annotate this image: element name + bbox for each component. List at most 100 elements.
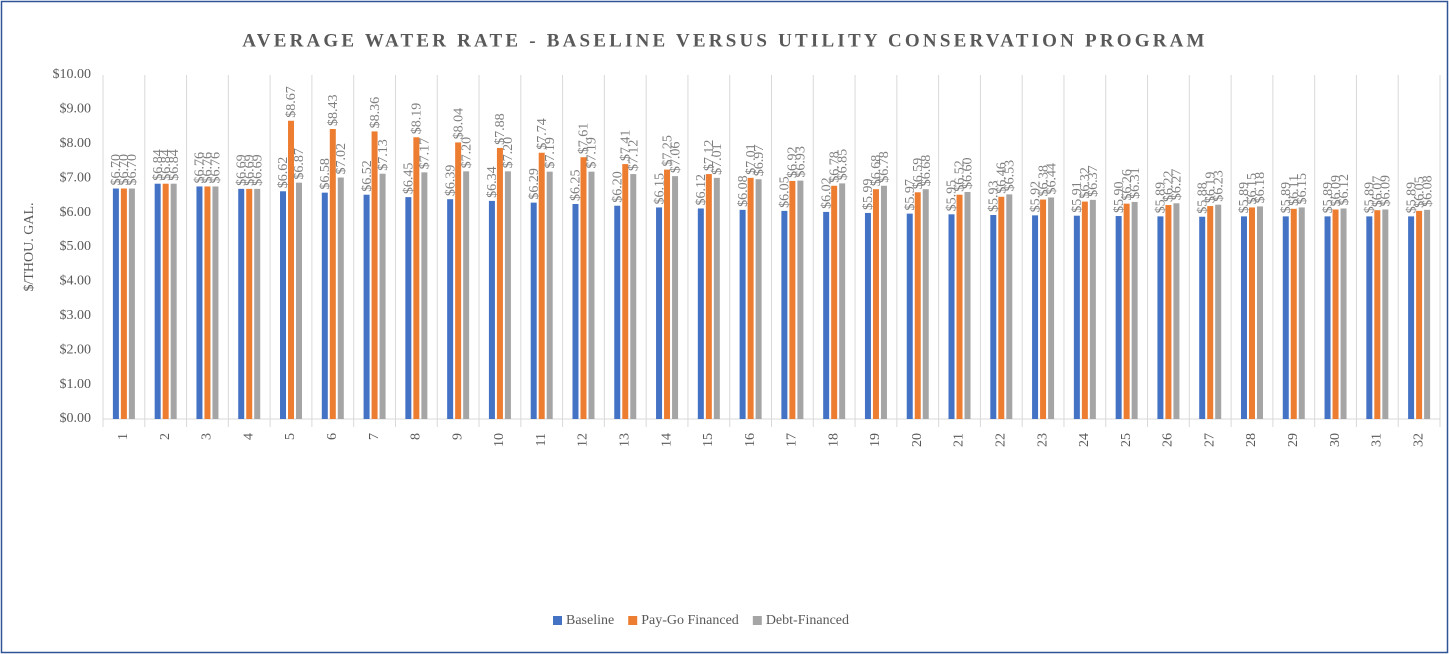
x-tick-label: 28 xyxy=(1244,433,1259,447)
bar xyxy=(546,171,553,419)
bar xyxy=(1256,206,1263,419)
bar xyxy=(990,215,997,419)
bar xyxy=(1032,215,1039,419)
bar xyxy=(1215,204,1222,419)
value-label: $8.43 xyxy=(326,95,341,127)
x-tick-label: 14 xyxy=(659,433,674,447)
bar xyxy=(246,188,253,419)
value-label: $6.93 xyxy=(794,146,809,178)
value-label: $6.26 xyxy=(1120,169,1135,201)
bar xyxy=(580,157,587,419)
value-label: $6.68 xyxy=(869,155,884,187)
value-label: $6.69 xyxy=(242,154,257,186)
value-label: $7.61 xyxy=(577,123,592,155)
x-tick-label: 12 xyxy=(576,433,591,447)
bar xyxy=(1207,206,1214,419)
bar xyxy=(1006,194,1013,419)
bar xyxy=(1416,210,1423,419)
value-label: $5.89 xyxy=(1363,182,1378,214)
value-label: $6.69 xyxy=(250,154,265,186)
value-label: $5.90 xyxy=(1112,182,1127,214)
value-label: $7.12 xyxy=(702,140,717,172)
bar xyxy=(538,152,545,419)
value-label: $6.25 xyxy=(569,170,584,202)
value-label: $7.19 xyxy=(585,137,600,169)
bar xyxy=(656,207,663,419)
bar xyxy=(363,194,370,419)
bar xyxy=(831,185,838,419)
bar xyxy=(713,177,720,419)
bar xyxy=(371,131,378,419)
bar xyxy=(413,137,420,419)
value-label: $5.89 xyxy=(1321,182,1336,214)
value-label: $6.37 xyxy=(1086,165,1101,197)
value-label: $6.76 xyxy=(193,152,208,184)
bar xyxy=(630,174,637,419)
value-label: $6.69 xyxy=(234,154,249,186)
bar xyxy=(455,142,462,419)
bar xyxy=(1282,216,1289,419)
value-label: $6.45 xyxy=(402,163,417,195)
value-label: $5.92 xyxy=(1028,181,1043,213)
bar xyxy=(823,211,830,419)
x-tick-label: 16 xyxy=(743,433,758,447)
value-label: $6.27 xyxy=(1170,169,1185,201)
bar xyxy=(530,202,537,419)
bar xyxy=(128,188,135,419)
value-label: $6.52 xyxy=(360,160,375,192)
x-tick-label: 20 xyxy=(910,433,925,447)
bar xyxy=(296,182,303,419)
bar xyxy=(664,169,671,419)
bar xyxy=(196,186,203,419)
x-tick-label: 6 xyxy=(325,433,340,440)
bar xyxy=(212,186,219,419)
bar xyxy=(755,179,762,419)
y-tick-label: $4.00 xyxy=(60,274,92,289)
legend-label: Debt-Financed xyxy=(766,613,849,628)
bar xyxy=(956,194,963,419)
bar xyxy=(379,173,386,419)
bar xyxy=(1048,197,1055,419)
value-label: $7.02 xyxy=(334,143,349,175)
y-tick-label: $10.00 xyxy=(53,67,92,82)
bar xyxy=(1173,203,1180,419)
value-label: $6.05 xyxy=(778,176,793,208)
value-label: $6.84 xyxy=(167,149,182,181)
bar xyxy=(1340,208,1347,419)
value-label: $6.60 xyxy=(961,157,976,189)
bar xyxy=(588,171,595,419)
value-label: $7.41 xyxy=(618,130,633,162)
bar xyxy=(1040,199,1047,419)
bar xyxy=(998,196,1005,419)
x-tick-label: 2 xyxy=(158,433,173,440)
value-label: $5.97 xyxy=(903,179,918,211)
bar xyxy=(1382,209,1389,419)
legend-swatch xyxy=(752,616,762,625)
value-label: $6.76 xyxy=(209,152,224,184)
bar xyxy=(280,191,287,419)
x-tick-label: 19 xyxy=(868,433,883,447)
x-tick-label: 10 xyxy=(492,433,507,447)
y-tick-label: $5.00 xyxy=(60,239,92,254)
bar xyxy=(781,210,788,419)
x-tick-label: 9 xyxy=(450,433,465,440)
bar xyxy=(906,213,913,419)
bar xyxy=(447,199,454,419)
y-tick-label: $6.00 xyxy=(60,205,92,220)
x-tick-label: 4 xyxy=(241,433,256,440)
bar xyxy=(872,189,879,419)
bar xyxy=(922,189,929,419)
x-tick-label: 8 xyxy=(409,433,424,440)
x-tick-label: 7 xyxy=(367,433,382,440)
bar xyxy=(1240,216,1247,419)
value-label: $6.09 xyxy=(1379,175,1394,207)
value-label: $7.19 xyxy=(543,137,558,169)
x-tick-label: 26 xyxy=(1161,433,1176,447)
value-label: $5.88 xyxy=(1195,182,1210,214)
y-tick-label: $0.00 xyxy=(60,411,92,426)
value-label: $6.23 xyxy=(1211,170,1226,202)
value-label: $8.04 xyxy=(451,108,466,140)
bar xyxy=(112,188,119,419)
value-label: $6.97 xyxy=(752,145,767,177)
value-label: $7.06 xyxy=(668,142,683,174)
